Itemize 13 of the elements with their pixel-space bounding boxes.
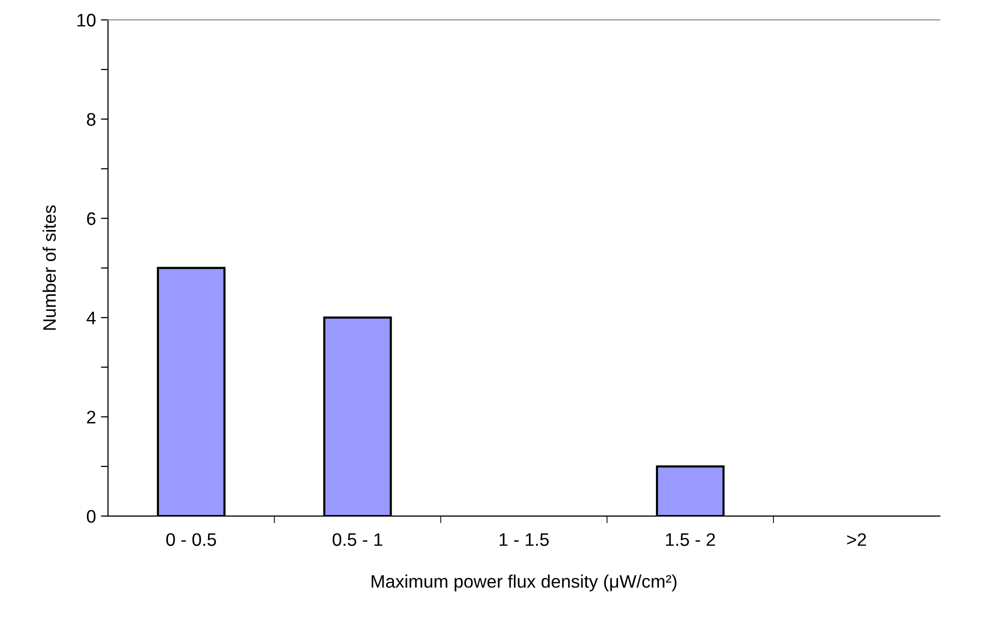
y-tick-label: 4 [86,312,96,324]
y-tick-label: 0 [86,510,96,523]
y-tick-label: 6 [87,212,96,226]
x-axis-title: Maximum power flux density (μW/cm²) [372,574,676,592]
x-tick-label: 0 - 0.5 [166,533,216,546]
y-tick-label: 10 [78,14,96,27]
x-tick-label: 0.5 - 1 [332,533,382,546]
x-tick-label: >2 [847,533,866,546]
y-tick-label: 2 [87,410,96,424]
x-tick-label: 1.5 - 2 [666,533,715,546]
y-tick-label: 8 [86,113,96,126]
y-axis-title: Number of sites [42,205,56,330]
x-tick-label: 1 - 1.5 [500,533,549,546]
